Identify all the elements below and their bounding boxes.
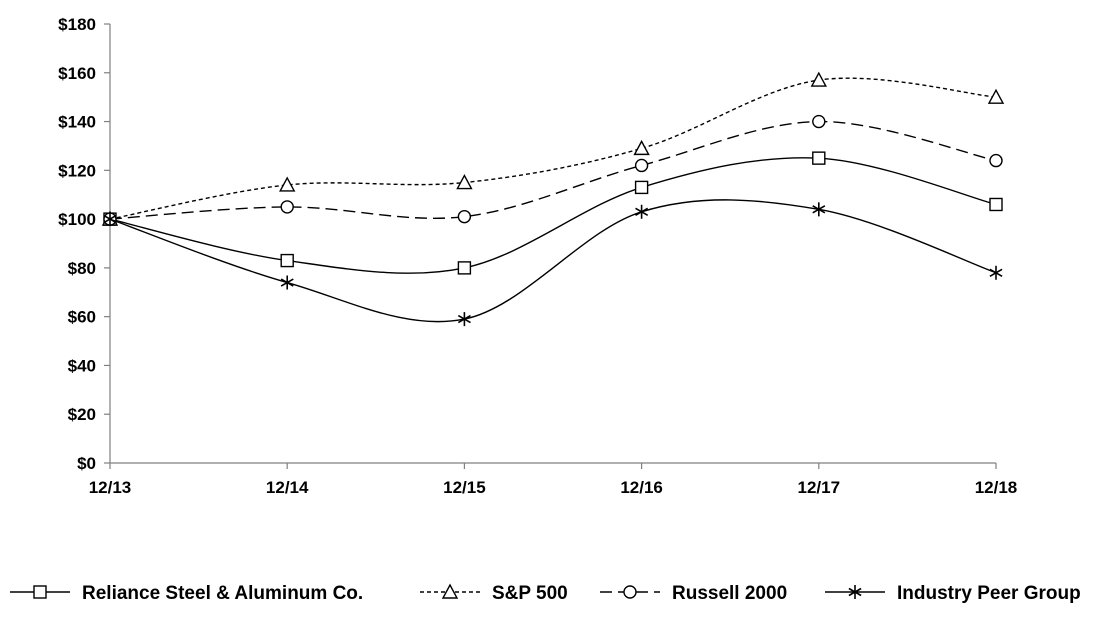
legend-label-s-p-500: S&P 500 <box>492 583 568 604</box>
data-point-industry-peer-group-stroke <box>812 205 826 214</box>
series-reliance-steel-aluminum-co <box>103 151 1003 275</box>
series-s-p-500 <box>101 71 1005 226</box>
y-tick-label: $60 <box>68 308 96 327</box>
x-tick-label: 12/16 <box>620 478 663 497</box>
data-point-reliance-steel-aluminum-co <box>280 253 294 268</box>
legend-item-industry-peer-group: Industry Peer Group <box>825 583 1081 604</box>
x-tick-label: 12/17 <box>798 478 841 497</box>
legend-label-reliance-steel-aluminum-co: Reliance Steel & Aluminum Co. <box>82 583 363 604</box>
data-point-industry-peer-group <box>812 202 826 217</box>
legend-marker-russell-2000 <box>623 585 637 599</box>
series-line-russell-2000 <box>109 120 997 220</box>
data-point-s-p-500 <box>279 176 296 192</box>
data-point-industry-peer-group <box>457 312 471 327</box>
y-tick-label: $120 <box>58 161 96 180</box>
data-point-reliance-steel-aluminum-co <box>812 151 826 165</box>
series-layer <box>101 71 1005 327</box>
x-tick-label: 12/15 <box>443 478 486 497</box>
data-point-industry-peer-group <box>635 204 649 219</box>
data-point-industry-peer-group-stroke <box>103 214 117 224</box>
legend-label-industry-peer-group: Industry Peer Group <box>897 583 1081 604</box>
x-tick-label: 12/14 <box>266 478 309 497</box>
data-point-s-p-500 <box>456 174 473 190</box>
data-point-industry-peer-group <box>989 265 1003 280</box>
y-tick-label: $20 <box>68 405 96 424</box>
legend-marker-s-p-500 <box>441 583 459 599</box>
series-line-reliance-steel-aluminum-co <box>109 157 997 274</box>
y-tick-label: $180 <box>58 15 96 34</box>
legend: Reliance Steel & Aluminum Co. S&P 500 Russ… <box>10 583 1081 604</box>
y-tick-label: $160 <box>58 64 96 83</box>
data-point-russell-2000 <box>989 153 1003 168</box>
legend-marker-industry-peer-group <box>848 585 862 599</box>
legend-label-russell-2000: Russell 2000 <box>672 583 787 604</box>
data-point-russell-2000 <box>634 158 649 173</box>
data-point-s-p-500 <box>633 139 650 156</box>
legend-marker-reliance-steel-aluminum-co <box>33 585 47 599</box>
data-point-reliance-steel-aluminum-co <box>989 197 1003 212</box>
y-tick-label: $0 <box>77 454 96 473</box>
y-tick-label: $140 <box>58 113 96 132</box>
data-point-industry-peer-group-stroke <box>280 278 294 287</box>
data-point-russell-2000 <box>457 209 472 224</box>
legend-item-russell-2000: Russell 2000 <box>600 583 787 604</box>
y-tick-label: $80 <box>68 259 96 278</box>
y-tick-label: $100 <box>58 210 96 229</box>
legend-marker-industry-peer-group-stroke <box>848 587 862 597</box>
data-point-industry-peer-group-stroke <box>635 207 649 216</box>
series-line-s-p-500 <box>109 77 997 220</box>
data-point-industry-peer-group-stroke <box>989 268 1003 277</box>
series-industry-peer-group <box>103 199 1003 327</box>
data-point-s-p-500 <box>810 71 827 87</box>
series-russell-2000 <box>103 114 1003 226</box>
data-point-reliance-steel-aluminum-co <box>457 261 472 275</box>
data-point-russell-2000 <box>280 200 294 214</box>
legend-item-s-p-500: S&P 500 <box>420 583 568 604</box>
data-point-russell-2000 <box>812 114 826 129</box>
data-point-industry-peer-group-stroke <box>457 314 471 324</box>
y-tick-label: $40 <box>68 356 96 375</box>
x-tick-label: 12/13 <box>89 478 132 497</box>
x-tick-label: 12/18 <box>975 478 1018 497</box>
chart-axes: $0 $20 $40 $60 $80 $100 $120 $140 $160 $180 12/13 1… <box>58 15 1017 497</box>
series-line-industry-peer-group <box>109 199 997 323</box>
legend-item-reliance-steel-aluminum-co: Reliance Steel & Aluminum Co. <box>10 583 363 604</box>
data-point-industry-peer-group <box>103 212 117 227</box>
data-point-industry-peer-group <box>280 275 294 290</box>
data-point-s-p-500 <box>987 88 1005 104</box>
data-point-reliance-steel-aluminum-co <box>634 180 649 195</box>
